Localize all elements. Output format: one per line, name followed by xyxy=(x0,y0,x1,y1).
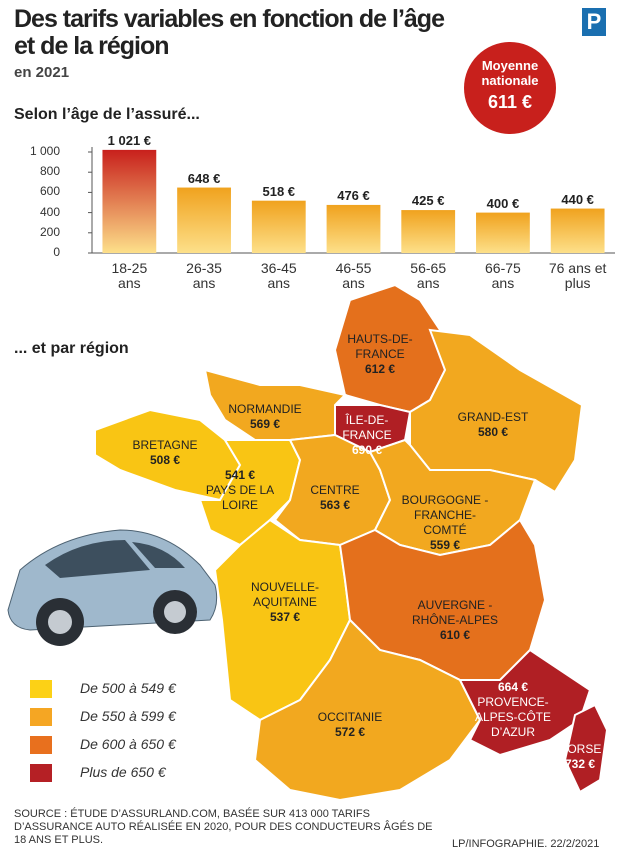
region-name: GRAND-EST xyxy=(457,410,529,424)
region-name: BRETAGNE xyxy=(132,438,198,452)
region-name: NOUVELLE-AQUITAINE xyxy=(250,580,320,609)
region-value: 572 € xyxy=(334,725,366,739)
bar xyxy=(102,149,157,253)
legend-label: De 500 à 549 € xyxy=(80,680,176,696)
x-tick-label: 18-25 ans xyxy=(111,260,148,291)
legend-swatch xyxy=(30,736,52,754)
bar xyxy=(326,204,381,253)
badge xyxy=(464,42,556,134)
region-value: 563 € xyxy=(319,498,351,512)
region-value: 664 € xyxy=(497,680,529,694)
region-value: 541 € xyxy=(224,468,256,482)
bar xyxy=(550,208,605,253)
region-value: 537 € xyxy=(269,610,301,624)
region-value: 690 € xyxy=(351,443,383,457)
region-name: PAYS DE LA LOIRE xyxy=(205,483,275,512)
region-value: 569 € xyxy=(249,417,281,431)
x-tick-label: 46-55 ans xyxy=(335,260,372,291)
value-label: 476 € xyxy=(337,187,370,203)
bar xyxy=(177,187,231,253)
region-label: AUVERGNE - RHÔNE-ALPES 610 € xyxy=(405,598,505,643)
subtitle: en 2021 xyxy=(14,64,70,81)
legend-label: De 600 à 650 € xyxy=(80,736,176,752)
region-label: ÎLE-DE-FRANCE 690 € xyxy=(322,413,412,458)
logo: P xyxy=(587,9,602,34)
title: Des tarifs variables en fonction de l’âg… xyxy=(14,5,445,60)
region-name: HAUTS-DE-FRANCE xyxy=(347,332,413,361)
badge-value: 611 € xyxy=(487,92,533,112)
bar xyxy=(476,212,530,253)
region-label: OCCITANIE 572 € xyxy=(305,710,395,740)
region-label: CORSE 732 € xyxy=(555,742,605,772)
y-tick-label: 400 xyxy=(39,204,60,219)
x-tick-label: 56-65 ans xyxy=(410,260,447,291)
region xyxy=(563,703,609,794)
region-name: OCCITANIE xyxy=(317,710,383,724)
bar xyxy=(251,200,306,253)
value-label: 425 € xyxy=(411,193,445,209)
y-tick-label: 600 xyxy=(39,184,60,199)
region-name: BOURGOGNE - FRANCHE-COMTÉ xyxy=(401,493,489,537)
map xyxy=(94,283,609,802)
badge-label: Moyenne nationale xyxy=(481,58,539,88)
region-value: 508 € xyxy=(149,453,181,467)
legend-label: Plus de 650 € xyxy=(80,764,166,780)
region-value: 559 € xyxy=(429,538,461,552)
credit: LP/INFOGRAPHIE. 22/2/2021 xyxy=(452,838,600,850)
value-label: 1 021 € xyxy=(107,132,152,148)
x-tick-label: 66-75 ans xyxy=(485,260,521,291)
region-label: CENTRE 563 € xyxy=(305,483,365,513)
region-name: AUVERGNE - RHÔNE-ALPES xyxy=(411,598,499,627)
value-label: 518 € xyxy=(262,183,296,199)
value-label: 440 € xyxy=(561,191,594,207)
region-label: 541 € PAYS DE LA LOIRE xyxy=(200,468,280,513)
region-label: GRAND-EST 580 € xyxy=(448,410,538,440)
region-label: BRETAGNE 508 € xyxy=(125,438,205,468)
region-value: 732 € xyxy=(564,757,596,771)
legend-swatch xyxy=(30,764,52,782)
x-tick-label: 26-35 ans xyxy=(186,260,222,291)
legend-label: De 550 à 599 € xyxy=(80,708,176,724)
region-name: NORMANDIE xyxy=(228,402,302,416)
y-tick-label: 1 000 xyxy=(29,144,60,158)
bar xyxy=(401,210,456,253)
legend-swatch xyxy=(30,708,52,726)
y-tick-label: 800 xyxy=(39,164,60,179)
x-tick-label: 36-45 ans xyxy=(260,260,297,291)
region-value: 580 € xyxy=(477,425,509,439)
y-tick-label: 200 xyxy=(39,224,60,239)
region-label: BOURGOGNE - FRANCHE-COMTÉ 559 € xyxy=(395,493,495,553)
chart-title: Selon l’âge de l’assuré... xyxy=(14,106,200,123)
region-name: CENTRE xyxy=(310,483,360,497)
source: SOURCE : ÉTUDE D’ASSURLAND.COM, BASÉE SU… xyxy=(14,808,433,846)
value-label: 400 € xyxy=(486,195,520,211)
region-label: NORMANDIE 569 € xyxy=(225,402,305,432)
region-label: HAUTS-DE-FRANCE 612 € xyxy=(340,332,420,377)
map-title: ... et par région xyxy=(14,340,129,357)
region-label: NOUVELLE-AQUITAINE 537 € xyxy=(240,580,330,625)
region-name: CORSE xyxy=(558,742,602,756)
value-label: 648 € xyxy=(187,170,221,186)
region-name: PROVENCE-ALPES-CÔTE D’AZUR xyxy=(474,695,552,739)
car xyxy=(7,529,218,646)
y-tick-label: 0 xyxy=(53,245,60,259)
logo-box xyxy=(582,8,606,36)
region-label: 664 € PROVENCE-ALPES-CÔTE D’AZUR xyxy=(458,680,568,740)
x-tick-label: 76 ans et plus xyxy=(548,260,607,291)
region-name: ÎLE-DE-FRANCE xyxy=(342,413,392,442)
region-value: 610 € xyxy=(439,628,471,642)
legend-swatch xyxy=(30,680,52,698)
region-value: 612 € xyxy=(364,362,396,376)
